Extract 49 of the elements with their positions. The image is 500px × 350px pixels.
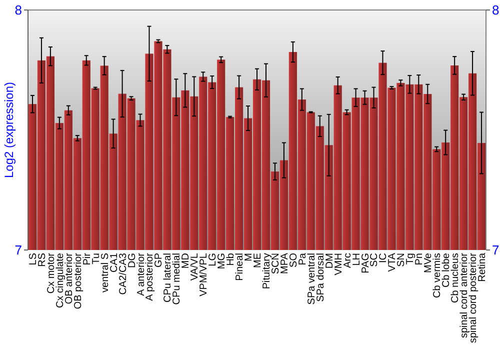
x-tick-label: Pa (297, 252, 308, 266)
x-tick-label: spinal cord anterior (459, 252, 470, 338)
y-axis-title: Log2 (expression) (2, 82, 16, 178)
x-tick-label: MVe (423, 252, 434, 274)
x-tick-label: OB posterior (72, 252, 84, 310)
x-tick-label: SPa dorsal (315, 253, 326, 302)
x-tick-label: Tg (405, 253, 416, 265)
x-tick-label: M (244, 253, 255, 262)
x-tick-label: CA1 (108, 252, 120, 272)
x-tick-label: A anterior (136, 252, 147, 296)
x-tick-label: SN (396, 253, 408, 267)
x-tick-label: Cx cingulate (54, 252, 66, 308)
x-tick-label: CPu medial (172, 253, 183, 305)
x-tick-label: Pituitary (261, 253, 272, 290)
x-tick-label: GP (154, 252, 165, 268)
x-tick-label: ME (252, 252, 264, 268)
x-tick-label: VTA (387, 252, 398, 272)
x-tick-label: SC (369, 253, 380, 267)
x-tick-label: LG (208, 252, 219, 266)
x-tick-label: VPM/VPL (198, 252, 210, 296)
x-tick-label: SO (288, 252, 300, 268)
x-tick-label: spinal cord posterior (468, 252, 480, 344)
x-tick-label: LS (28, 252, 39, 266)
x-tick-label: Retina (477, 252, 488, 282)
x-tick-label: IC (378, 253, 390, 263)
x-tick-label: Pn (414, 253, 426, 266)
x-tick-label: CA2/CA3 (118, 252, 129, 295)
x-tick-label: PAG (360, 252, 372, 274)
x-tick-label: Cb nucleus (450, 253, 462, 304)
x-tick-label: Cx motor (46, 252, 57, 294)
x-tick-label: SPa ventral (306, 253, 318, 305)
x-tick-label: Pir (82, 252, 93, 266)
x-tick-label: SCN (270, 253, 282, 274)
x-tick-label: Pineal (234, 253, 246, 281)
x-tick-label: DG (126, 252, 138, 268)
x-tick-label: Tu (90, 253, 102, 264)
y2-tick-label: 8 (492, 2, 500, 18)
x-tick-label: Hb (226, 252, 237, 266)
x-tick-label: A posterior (144, 252, 156, 301)
x-tick-label: Cb lobe (441, 252, 452, 288)
x-tick-label: LH (351, 253, 362, 266)
x-tick-label: ventral S (100, 252, 111, 292)
x-tick-label: VMH (333, 253, 344, 276)
x-tick-label: RS (36, 252, 48, 267)
y2-tick-label: 7 (492, 242, 500, 258)
x-tick-label: DM (324, 253, 336, 269)
x-tick-label: OB anterior (64, 252, 75, 304)
x-tick-label: MPA (279, 252, 290, 274)
x-tick-label: Arc (342, 253, 354, 268)
